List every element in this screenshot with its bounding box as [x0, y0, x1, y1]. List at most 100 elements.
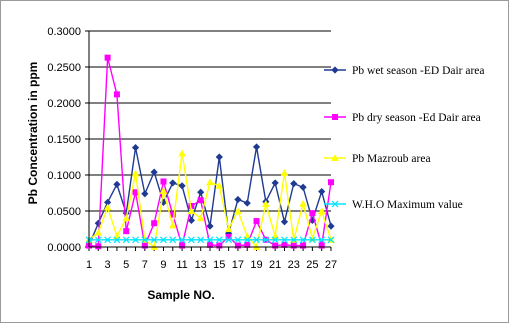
- data-point: [179, 242, 186, 249]
- series-4: [85, 236, 335, 244]
- x-tick-label: 1: [86, 259, 92, 271]
- data-point: [122, 214, 131, 222]
- series-layer: [85, 54, 335, 250]
- data-point: [131, 169, 140, 177]
- data-point: [243, 232, 252, 240]
- marker-stroke: [281, 236, 288, 244]
- x-tick-labels: 1 3 5 7 9 11 13 15 17 19 21 23 25 27: [86, 259, 337, 271]
- data-point: [160, 236, 167, 244]
- data-point: [290, 180, 298, 188]
- data-point: [94, 228, 103, 236]
- x-tick-label: 27: [325, 259, 337, 271]
- data-point: [290, 236, 298, 244]
- data-point: [122, 236, 130, 244]
- data-point: [196, 214, 205, 222]
- data-point: [308, 216, 316, 224]
- y-tick-labels: 0.0000 0.0500 0.1000 0.1500 0.2000 0.2500 0.30…: [47, 26, 81, 254]
- legend-item: Pb wet season -ED Dair area: [324, 65, 485, 77]
- series-1: [85, 143, 335, 250]
- data-point: [104, 54, 111, 61]
- data-point: [280, 218, 289, 226]
- marker-stroke: [290, 236, 298, 244]
- y-tick-label: 0.2000: [47, 98, 81, 110]
- data-point: [94, 219, 102, 227]
- marker-stroke: [243, 236, 251, 244]
- data-point: [206, 222, 214, 230]
- marker-stroke: [104, 236, 112, 244]
- data-point: [169, 179, 177, 187]
- x-tick-label: 17: [232, 259, 244, 271]
- data-point: [300, 242, 307, 249]
- x-tick-label: 11: [176, 259, 187, 271]
- data-point: [141, 242, 148, 249]
- marker-stroke: [178, 236, 186, 244]
- axes: [88, 31, 331, 248]
- data-point: [132, 236, 139, 244]
- legend-item: W.H.O Maximum value: [324, 199, 463, 211]
- data-point: [141, 236, 149, 244]
- data-point: [141, 190, 149, 198]
- x-tick-label: 19: [250, 259, 262, 271]
- data-point: [271, 179, 279, 187]
- marker-stroke: [308, 236, 316, 244]
- data-point: [206, 236, 214, 244]
- y-axis-title: Pb Concentration in ppm: [26, 62, 40, 205]
- data-point: [253, 218, 260, 225]
- data-point: [281, 236, 288, 244]
- data-point: [132, 189, 139, 196]
- data-point: [131, 144, 140, 152]
- marker-stroke: [225, 236, 233, 244]
- x-tick-label: 25: [306, 259, 318, 271]
- data-point: [178, 149, 186, 157]
- data-point: [272, 242, 279, 249]
- data-point: [318, 187, 326, 196]
- data-point: [187, 207, 196, 214]
- data-point: [215, 236, 223, 244]
- legend: Pb wet season -ED Dair area Pb dry season…: [324, 65, 485, 211]
- marker-stroke: [206, 236, 214, 244]
- marker-stroke: [169, 236, 177, 244]
- data-point: [207, 241, 213, 248]
- marker-stroke: [271, 236, 279, 244]
- legend-swatch-marker: [332, 114, 338, 120]
- marker-stroke: [318, 236, 326, 244]
- marker-stroke: [160, 236, 167, 244]
- y-tick-label: 0.3000: [47, 26, 81, 38]
- data-point: [299, 200, 307, 207]
- data-point: [280, 169, 289, 176]
- x-tick-label: 5: [123, 259, 129, 271]
- data-point: [188, 202, 195, 209]
- data-point: [271, 232, 279, 240]
- marker-stroke: [187, 236, 195, 244]
- data-point: [150, 168, 158, 176]
- data-point: [168, 221, 177, 229]
- marker-stroke: [253, 236, 260, 244]
- data-point: [243, 236, 251, 244]
- marker-stroke: [215, 236, 223, 244]
- data-point: [244, 241, 251, 248]
- data-point: [328, 179, 334, 186]
- data-point: [113, 180, 121, 188]
- data-point: [197, 188, 205, 196]
- legend-item: Pb dry season -Ed Dair area: [324, 112, 481, 124]
- legend-label: W.H.O Maximum value: [352, 199, 463, 211]
- x-tick-label: 21: [269, 259, 281, 271]
- data-point: [327, 222, 335, 230]
- data-point: [299, 236, 307, 244]
- y-tick-label: 0.0000: [47, 242, 81, 254]
- marker-stroke: [299, 236, 307, 244]
- legend-swatch-marker: [331, 154, 339, 161]
- marker-stroke: [122, 236, 130, 244]
- data-point: [299, 183, 307, 191]
- data-point: [271, 236, 279, 244]
- marker-stroke: [141, 236, 149, 244]
- legend-label: Pb Mazroub area: [352, 153, 431, 165]
- marker-stroke: [262, 236, 270, 244]
- data-point: [327, 236, 335, 244]
- marker-stroke: [150, 236, 158, 244]
- marker-stroke: [327, 236, 335, 244]
- x-tick-label: 13: [195, 259, 207, 271]
- gridlines: [85, 30, 332, 251]
- data-point: [151, 220, 158, 227]
- data-point: [169, 236, 177, 244]
